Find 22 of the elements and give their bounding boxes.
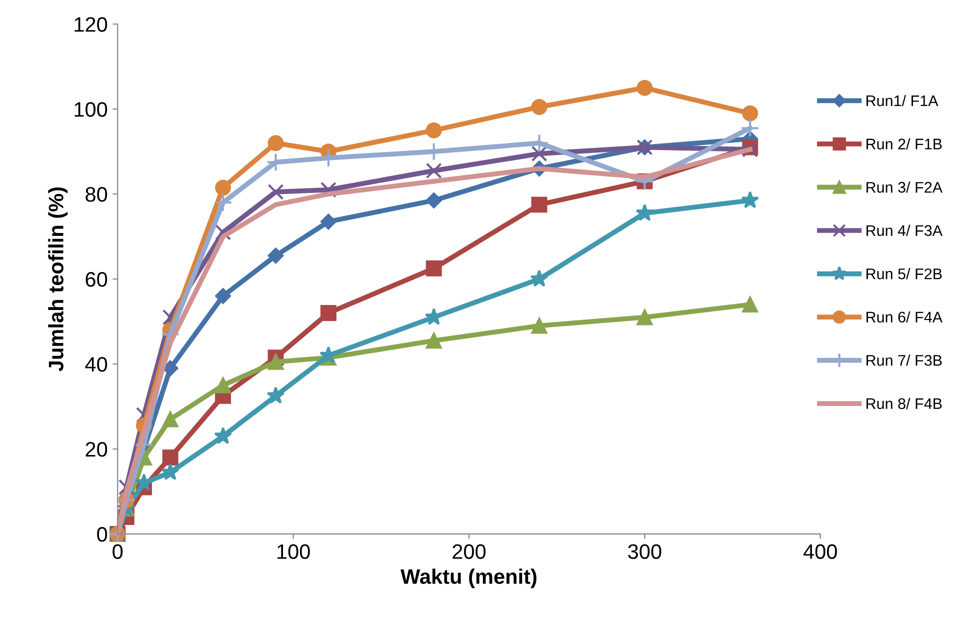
x-tick-label: 100 bbox=[278, 544, 310, 559]
y-tick-label: 20 bbox=[86, 442, 108, 457]
y-tick-label: 0 bbox=[97, 526, 108, 542]
legend-label: Run1/ F1A bbox=[866, 94, 938, 106]
y-tick-label: 100 bbox=[74, 102, 108, 117]
x-tick-label: 200 bbox=[452, 544, 486, 559]
x-tick-label: 0 bbox=[112, 544, 123, 559]
legend-label: Run 2/ F1B bbox=[866, 138, 942, 150]
legend-label: Run 5/ F2B bbox=[866, 268, 942, 280]
y-tick-label: 60 bbox=[86, 272, 108, 287]
y-tick-label: 40 bbox=[85, 357, 108, 372]
legend-label: Run 3/ F2A bbox=[866, 182, 943, 193]
legend-label: Run 4/ F3A bbox=[866, 224, 943, 236]
y-axis-title: Jumlah teofilin (%) bbox=[48, 187, 68, 372]
legend-label: Run 6/ F4A bbox=[866, 311, 943, 323]
y-tick-label: 80 bbox=[86, 187, 108, 202]
legend-label: Run 8/ F4B bbox=[866, 398, 942, 410]
x-tick-label: 300 bbox=[628, 544, 662, 559]
y-tick-label: 120 bbox=[74, 17, 108, 32]
legend-label: Run 7/ F3B bbox=[866, 354, 942, 366]
x-tick-label: 400 bbox=[803, 544, 837, 559]
x-axis-title: Waktu (menit) bbox=[400, 568, 536, 588]
